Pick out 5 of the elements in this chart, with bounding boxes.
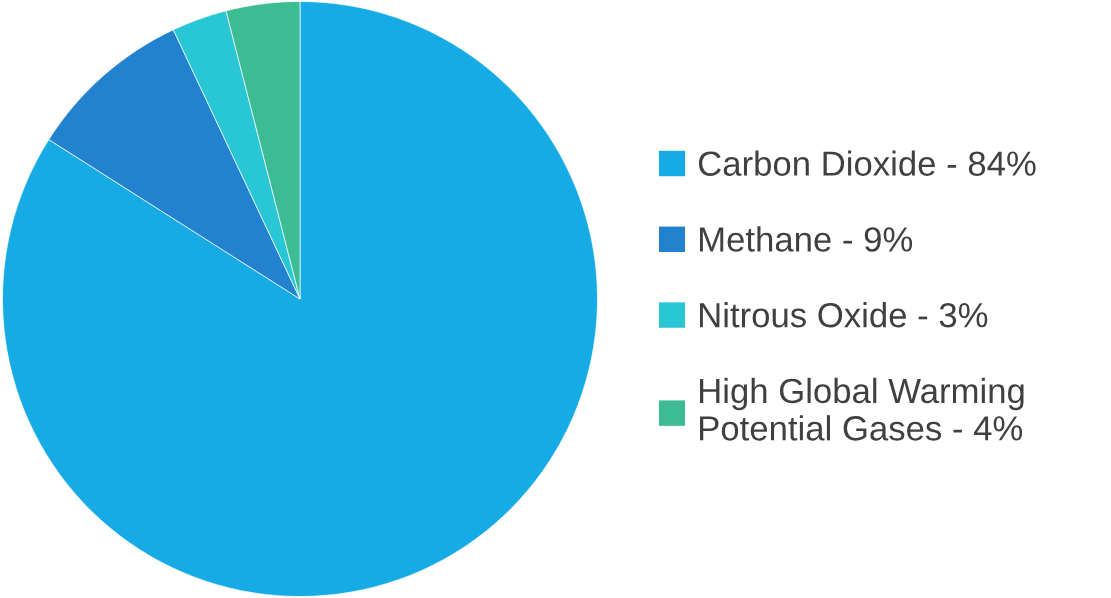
legend-label: High Global Warming Potential Gases - 4% xyxy=(700,377,1024,441)
pie-slice xyxy=(2,1,598,597)
legend-label: Carbon Dioxide - 84% xyxy=(698,150,1036,176)
legend-label: Nitrous Oxide - 3% xyxy=(700,302,988,328)
legend-label: Methane - 9% xyxy=(700,226,913,252)
